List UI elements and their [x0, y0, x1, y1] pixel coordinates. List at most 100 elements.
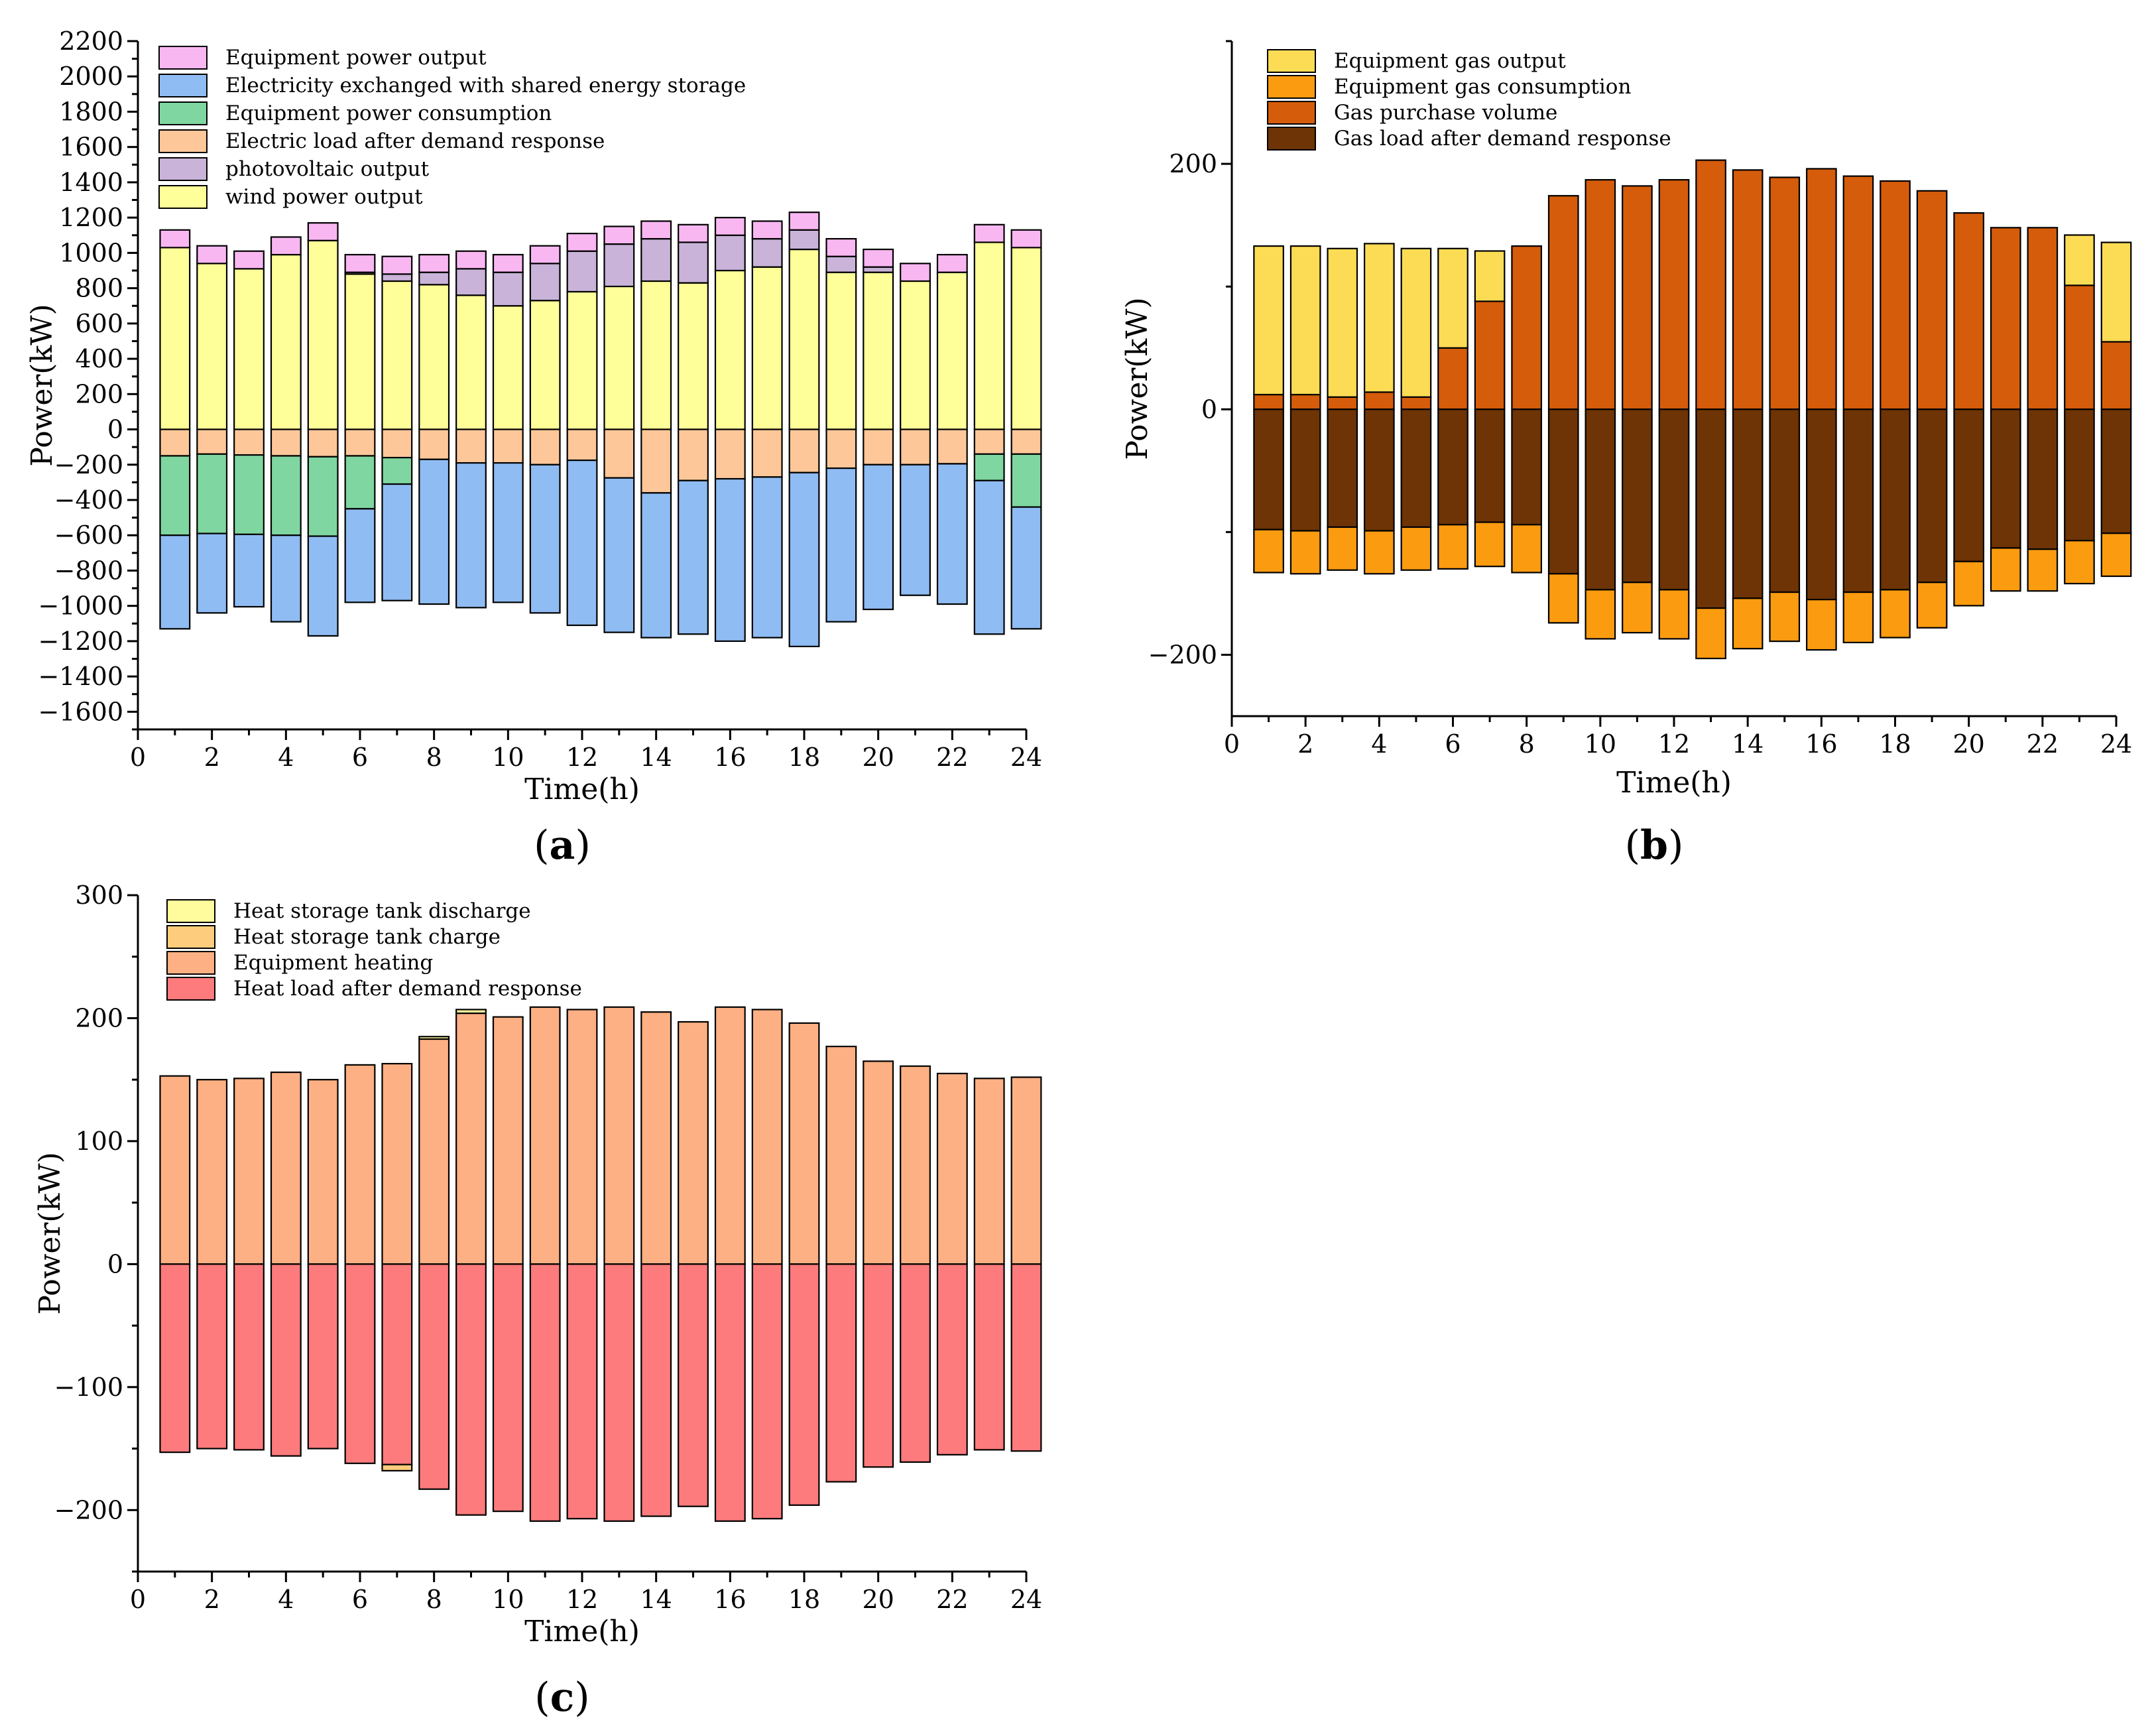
bar-gas-load-after-demand-response-11	[1622, 408, 1653, 584]
bar-equipment-gas-consumption-2	[1289, 530, 1321, 575]
bar-electric-load-after-demand-response-16	[714, 428, 746, 480]
y-axis-title: Power(kW)	[25, 304, 59, 466]
bar-electric-load-after-demand-response-4	[270, 428, 302, 457]
bar-gas-load-after-demand-response-22	[2027, 408, 2059, 550]
bar-heat-load-after-demand-response-24	[1010, 1263, 1042, 1452]
bar-equipment-gas-consumption-16	[1806, 599, 1837, 651]
bar-equipment-gas-consumption-21	[1990, 547, 2021, 592]
legend-swatch	[166, 977, 215, 1001]
x-tick-label: 10	[492, 1585, 524, 1614]
bar-electricity-exchanged-with-shared-energy-storage-16	[714, 477, 746, 643]
bar-equipment-power-output-14	[640, 220, 672, 240]
bar-gas-purchase-volume-21	[1990, 227, 2021, 410]
bar-wind-power-output-17	[751, 266, 783, 430]
bar-equipment-heating-18	[788, 1022, 820, 1265]
bar-gas-load-after-demand-response-23	[2064, 408, 2095, 542]
bar-heat-load-after-demand-response-15	[678, 1263, 709, 1507]
bar-electric-load-after-demand-response-14	[640, 428, 672, 494]
bar-equipment-gas-consumption-17	[1842, 591, 1874, 644]
x-tick-label: 20	[1952, 729, 1984, 759]
bar-photovoltaic-output-9	[455, 268, 487, 296]
bar-wind-power-output-12	[566, 290, 598, 430]
panel-label: (b)	[1625, 822, 1684, 869]
bar-equipment-power-output-19	[825, 237, 857, 257]
bar-gas-load-after-demand-response-21	[1990, 408, 2021, 549]
bar-gas-load-after-demand-response-3	[1327, 408, 1358, 528]
bar-wind-power-output-10	[492, 305, 524, 430]
bar-equipment-heating-6	[344, 1064, 376, 1265]
bars	[159, 1006, 1042, 1522]
y-tick-label: 1800	[59, 97, 123, 126]
bar-equipment-gas-consumption-13	[1695, 607, 1726, 660]
bar-equipment-gas-output-7	[1474, 250, 1506, 302]
bar-electricity-exchanged-with-shared-energy-storage-7	[381, 483, 413, 601]
axes: 0 2 4 6 8 10 12 14 16 18 20 22 24−200−1000100200300T…	[33, 881, 1042, 1648]
x-tick-label: 12	[1658, 729, 1690, 759]
bar-gas-load-after-demand-response-12	[1658, 408, 1690, 591]
bar-equipment-power-output-17	[751, 220, 783, 240]
bar-equipment-power-output-11	[529, 245, 561, 265]
bar-equipment-gas-consumption-8	[1511, 524, 1543, 574]
bar-electricity-exchanged-with-shared-energy-storage-10	[492, 462, 524, 603]
bar-heat-load-after-demand-response-4	[270, 1263, 302, 1457]
bar-electric-load-after-demand-response-22	[936, 428, 968, 465]
bar-equipment-power-consumption-7	[381, 457, 413, 485]
bar-equipment-power-output-21	[900, 263, 931, 282]
bar-wind-power-output-4	[270, 253, 302, 430]
bar-equipment-gas-consumption-3	[1327, 526, 1358, 571]
bar-equipment-heating-24	[1010, 1076, 1042, 1265]
bar-wind-power-output-21	[900, 280, 931, 430]
x-tick-label: 2	[1297, 729, 1313, 759]
legend-swatch	[158, 46, 208, 70]
bar-wind-power-output-1	[159, 247, 191, 430]
x-tick-label: 22	[936, 743, 968, 772]
x-tick-label: 10	[1585, 729, 1616, 759]
bar-electricity-exchanged-with-shared-energy-storage-4	[270, 534, 302, 623]
bar-wind-power-output-14	[640, 280, 672, 430]
y-tick-label: 2000	[59, 62, 123, 91]
bar-heat-load-after-demand-response-3	[233, 1263, 265, 1451]
bar-equipment-heating-8	[418, 1038, 450, 1265]
y-tick-label: −1600	[38, 697, 123, 726]
bar-electric-load-after-demand-response-13	[603, 428, 635, 479]
bar-equipment-gas-consumption-12	[1658, 589, 1690, 640]
bar-heat-storage-tank-discharge-8	[418, 1036, 450, 1040]
bar-gas-load-after-demand-response-20	[1953, 408, 1985, 562]
bar-wind-power-output-6	[344, 273, 376, 430]
x-tick-label: 6	[352, 743, 368, 772]
bar-equipment-heating-15	[678, 1021, 709, 1265]
y-tick-label: 100	[75, 1127, 123, 1156]
bar-photovoltaic-output-11	[529, 263, 561, 302]
bar-heat-load-after-demand-response-13	[603, 1263, 635, 1522]
bar-equipment-heating-19	[825, 1046, 857, 1265]
x-tick-label: 0	[1224, 729, 1240, 759]
bar-equipment-gas-consumption-1	[1253, 528, 1284, 574]
bar-equipment-heating-7	[381, 1062, 413, 1265]
bar-electricity-exchanged-with-shared-energy-storage-18	[788, 471, 820, 648]
bar-gas-purchase-volume-9	[1547, 195, 1579, 410]
y-axis-title: Power(kW)	[33, 1152, 67, 1314]
bar-electricity-exchanged-with-shared-energy-storage-9	[455, 462, 487, 609]
bar-heat-load-after-demand-response-19	[825, 1263, 857, 1483]
bar-wind-power-output-9	[455, 294, 487, 430]
bar-gas-load-after-demand-response-17	[1842, 408, 1874, 593]
bar-gas-load-after-demand-response-4	[1364, 408, 1395, 532]
bar-gas-purchase-volume-2	[1289, 393, 1321, 410]
bar-wind-power-output-7	[381, 280, 413, 430]
x-tick-label: 24	[2100, 729, 2132, 759]
bar-heat-load-after-demand-response-9	[455, 1263, 487, 1516]
bar-heat-storage-tank-discharge-9	[455, 1009, 487, 1015]
bar-photovoltaic-output-16	[714, 234, 746, 272]
y-tick-label: −100	[54, 1373, 123, 1402]
y-axis-title: Power(kW)	[1120, 297, 1154, 460]
bar-gas-load-after-demand-response-24	[2100, 408, 2132, 534]
x-tick-label: 16	[714, 1585, 746, 1614]
legend: Equipment power output Electricity exchan…	[158, 46, 746, 209]
x-axis-title: Time(h)	[524, 1615, 640, 1648]
y-tick-label: −600	[54, 521, 123, 550]
bar-wind-power-output-24	[1010, 247, 1042, 430]
bar-photovoltaic-output-19	[825, 255, 857, 273]
bar-electricity-exchanged-with-shared-energy-storage-17	[751, 476, 783, 639]
bar-gas-load-after-demand-response-13	[1695, 408, 1726, 609]
